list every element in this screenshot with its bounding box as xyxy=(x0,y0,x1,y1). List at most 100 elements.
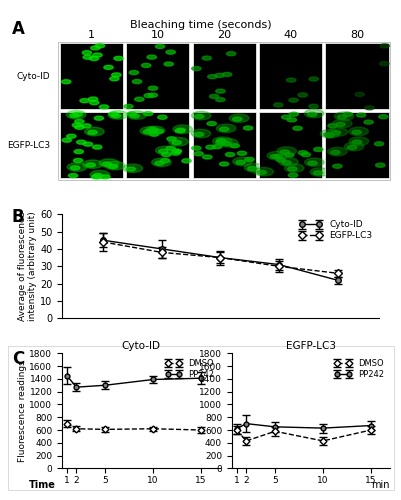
Text: 2: 2 xyxy=(73,476,79,484)
Circle shape xyxy=(323,132,332,136)
Circle shape xyxy=(237,151,246,156)
Circle shape xyxy=(304,158,323,166)
Circle shape xyxy=(235,160,245,164)
Circle shape xyxy=(109,112,118,116)
Bar xyxy=(60,112,123,178)
Text: 2: 2 xyxy=(243,476,249,484)
Circle shape xyxy=(244,164,263,172)
Text: Cyto-ID: Cyto-ID xyxy=(17,72,51,81)
Circle shape xyxy=(140,126,159,135)
Circle shape xyxy=(275,158,285,162)
Circle shape xyxy=(215,98,225,102)
Circle shape xyxy=(219,127,228,131)
Circle shape xyxy=(216,138,225,142)
Circle shape xyxy=(164,62,173,66)
Circle shape xyxy=(215,140,225,144)
Circle shape xyxy=(144,94,153,98)
Circle shape xyxy=(160,158,169,163)
Bar xyxy=(258,112,321,178)
Circle shape xyxy=(68,174,77,178)
Circle shape xyxy=(207,122,216,126)
Circle shape xyxy=(69,114,79,117)
Circle shape xyxy=(93,53,102,57)
Bar xyxy=(60,42,123,109)
Circle shape xyxy=(225,152,234,156)
Circle shape xyxy=(214,74,224,78)
Circle shape xyxy=(148,86,157,90)
Circle shape xyxy=(194,132,203,136)
Circle shape xyxy=(149,132,158,136)
Circle shape xyxy=(332,120,351,128)
Circle shape xyxy=(93,174,102,178)
Circle shape xyxy=(148,93,157,97)
Circle shape xyxy=(330,130,340,135)
Circle shape xyxy=(157,115,167,119)
Circle shape xyxy=(346,146,356,150)
Circle shape xyxy=(91,46,100,50)
Circle shape xyxy=(327,128,347,136)
Circle shape xyxy=(72,123,81,127)
Circle shape xyxy=(320,130,339,138)
Bar xyxy=(324,42,388,109)
Circle shape xyxy=(168,138,188,146)
Circle shape xyxy=(378,114,387,119)
Circle shape xyxy=(127,111,146,120)
Bar xyxy=(192,42,255,109)
Circle shape xyxy=(99,105,108,109)
Circle shape xyxy=(75,120,84,124)
Circle shape xyxy=(279,150,289,154)
Circle shape xyxy=(111,114,120,118)
Text: A: A xyxy=(12,20,25,38)
Circle shape xyxy=(327,124,336,128)
Circle shape xyxy=(89,56,99,60)
Circle shape xyxy=(218,138,237,147)
Circle shape xyxy=(308,104,318,108)
Circle shape xyxy=(191,66,200,70)
Circle shape xyxy=(74,150,83,154)
Circle shape xyxy=(343,142,363,150)
Circle shape xyxy=(351,140,361,144)
Circle shape xyxy=(335,122,344,126)
Circle shape xyxy=(216,124,235,132)
Circle shape xyxy=(161,152,170,156)
Circle shape xyxy=(247,166,256,170)
Circle shape xyxy=(300,152,310,156)
Circle shape xyxy=(356,113,365,117)
Circle shape xyxy=(130,114,139,118)
Circle shape xyxy=(379,44,388,48)
Circle shape xyxy=(229,114,248,122)
Circle shape xyxy=(148,128,157,132)
Circle shape xyxy=(348,127,367,136)
Circle shape xyxy=(86,163,95,167)
Text: B: B xyxy=(12,208,24,226)
Bar xyxy=(192,112,255,178)
Text: 15: 15 xyxy=(364,476,376,484)
Circle shape xyxy=(273,103,282,107)
Circle shape xyxy=(273,154,282,158)
Circle shape xyxy=(336,115,346,119)
Circle shape xyxy=(232,117,241,121)
Circle shape xyxy=(94,116,103,120)
Circle shape xyxy=(66,110,86,119)
Circle shape xyxy=(313,148,322,152)
Circle shape xyxy=(62,138,71,142)
Circle shape xyxy=(67,134,76,138)
Circle shape xyxy=(102,162,111,166)
Circle shape xyxy=(232,158,252,166)
Circle shape xyxy=(61,80,71,84)
Text: 10: 10 xyxy=(150,30,164,40)
Circle shape xyxy=(334,112,353,120)
Circle shape xyxy=(170,151,180,155)
Circle shape xyxy=(310,168,329,176)
Circle shape xyxy=(166,146,175,150)
Circle shape xyxy=(141,64,150,68)
Circle shape xyxy=(70,166,79,170)
Circle shape xyxy=(81,124,91,128)
Circle shape xyxy=(88,97,97,101)
Circle shape xyxy=(269,154,279,158)
Circle shape xyxy=(151,158,171,166)
Circle shape xyxy=(92,145,102,149)
Circle shape xyxy=(364,106,373,110)
Text: C: C xyxy=(12,350,24,368)
Circle shape xyxy=(172,125,192,134)
